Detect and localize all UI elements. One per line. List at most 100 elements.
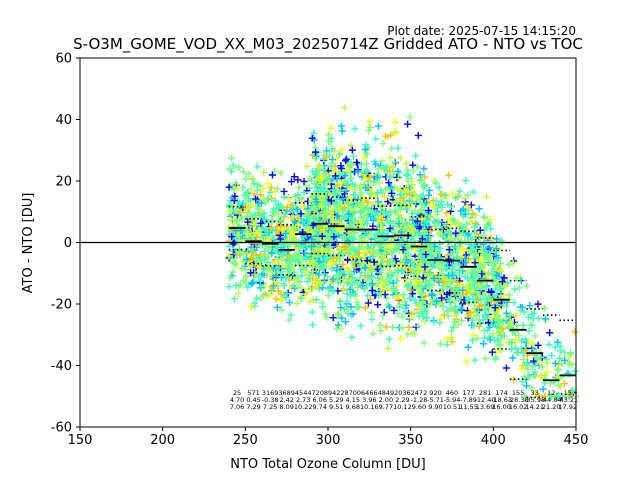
scatter-point bbox=[264, 263, 272, 271]
scatter-point bbox=[253, 163, 261, 171]
scatter-point bbox=[287, 233, 295, 241]
x-tick-label: 450 bbox=[564, 433, 589, 448]
scatter-point bbox=[257, 256, 265, 264]
scatter-point bbox=[312, 228, 320, 236]
scatter-point bbox=[497, 268, 505, 276]
scatter-point bbox=[365, 230, 373, 238]
scatter-point bbox=[400, 298, 408, 306]
scatter-point bbox=[286, 257, 294, 265]
scatter-point bbox=[402, 301, 410, 309]
bin-annotation-row2: -12.40 bbox=[475, 396, 496, 404]
bin-annotation-row1: 460 bbox=[446, 389, 458, 397]
scatter-point bbox=[346, 232, 354, 240]
scatter-point bbox=[386, 303, 394, 311]
scatter-point bbox=[435, 218, 443, 226]
scatter-point bbox=[264, 228, 272, 236]
scatter-point bbox=[362, 304, 370, 312]
bin-annotation-row2: -5.71 bbox=[427, 396, 444, 404]
scatter-point bbox=[258, 211, 266, 219]
scatter-point bbox=[417, 193, 425, 201]
scatter-point bbox=[319, 196, 327, 204]
scatter-point bbox=[280, 250, 288, 258]
scatter-point bbox=[229, 240, 237, 248]
scatter-point bbox=[361, 175, 369, 183]
bin-annotation-row2: 2.42 bbox=[279, 396, 293, 404]
bin-annotation-row3: 9.68 bbox=[346, 403, 360, 411]
scatter-point bbox=[440, 274, 448, 282]
scatter-point bbox=[519, 349, 527, 357]
scatter-point bbox=[343, 179, 351, 187]
scatter-point bbox=[326, 178, 334, 186]
scatter-point bbox=[447, 327, 455, 335]
scatter-point bbox=[402, 256, 410, 264]
scatter-point bbox=[301, 249, 309, 257]
scatter-point bbox=[277, 169, 285, 177]
scatter-point bbox=[454, 308, 461, 316]
bin-annotation-row3: 11.55 bbox=[459, 403, 478, 411]
scatter-point bbox=[387, 131, 395, 139]
scatter-point bbox=[417, 289, 425, 297]
scatter-point bbox=[423, 314, 431, 322]
scatter-point bbox=[268, 233, 276, 241]
scatter-point bbox=[502, 364, 510, 372]
scatter-point bbox=[368, 280, 376, 288]
scatter-point bbox=[344, 279, 352, 287]
scatter-point bbox=[306, 174, 314, 182]
scatter-point bbox=[438, 294, 446, 302]
scatter-point bbox=[422, 199, 430, 207]
scatter-point bbox=[524, 313, 532, 321]
bin-mean-markers bbox=[228, 222, 576, 382]
scatter-point bbox=[363, 243, 371, 251]
scatter-point bbox=[338, 127, 346, 135]
bin-annotation-row3: 16.00 bbox=[492, 403, 511, 411]
scatter-point bbox=[463, 289, 471, 297]
scatter-point bbox=[534, 300, 542, 308]
scatter-point bbox=[447, 305, 455, 313]
scatter-point bbox=[383, 294, 391, 302]
scatter-point bbox=[497, 284, 505, 292]
scatter-point bbox=[418, 299, 426, 307]
scatter-point bbox=[272, 271, 280, 279]
scatter-point bbox=[375, 233, 383, 241]
scatter-point bbox=[283, 203, 291, 211]
scatter-point bbox=[382, 185, 390, 193]
bin-annotation-row3: 7.06 bbox=[230, 403, 244, 411]
scatter-point bbox=[342, 242, 350, 250]
scatter-point bbox=[495, 341, 503, 349]
scatter-point bbox=[427, 252, 435, 260]
bin-annotation-row1: 920 bbox=[429, 389, 441, 397]
scatter-point bbox=[351, 125, 359, 133]
scatter-point bbox=[274, 201, 282, 209]
scatter-point bbox=[285, 316, 293, 324]
y-tick-label: -60 bbox=[51, 421, 72, 436]
scatter-point bbox=[347, 303, 355, 311]
scatter-point bbox=[230, 186, 238, 194]
scatter-point bbox=[312, 263, 320, 271]
bin-annotation-row3: 16.02 bbox=[509, 403, 528, 411]
scatter-point bbox=[529, 340, 537, 348]
x-axis-label: NTO Total Ozone Column [DU] bbox=[230, 457, 426, 472]
scatter-point bbox=[453, 278, 461, 286]
scatter-point bbox=[478, 263, 486, 271]
bin-annotation-row1: 2036 bbox=[394, 389, 411, 397]
scatter-point bbox=[443, 221, 451, 229]
scatter-point bbox=[259, 185, 267, 193]
scatter-point bbox=[418, 235, 426, 243]
scatter-point bbox=[324, 292, 332, 300]
scatter-point bbox=[422, 250, 430, 258]
scatter-point bbox=[358, 232, 366, 240]
scatter-point bbox=[300, 234, 308, 242]
scatter-point bbox=[571, 367, 579, 375]
scatter-point bbox=[431, 249, 439, 257]
scatter-point bbox=[345, 229, 353, 237]
scatter-point bbox=[428, 291, 436, 299]
scatter-point bbox=[342, 318, 350, 326]
scatter-point bbox=[349, 310, 357, 318]
scatter-point bbox=[484, 326, 492, 334]
bin-annotation-row1: 281 bbox=[479, 389, 491, 397]
scatter-point bbox=[482, 247, 490, 255]
scatter-point bbox=[398, 313, 406, 321]
scatter-point bbox=[471, 259, 479, 267]
scatter-point bbox=[543, 368, 551, 376]
scatter-point bbox=[465, 206, 473, 214]
